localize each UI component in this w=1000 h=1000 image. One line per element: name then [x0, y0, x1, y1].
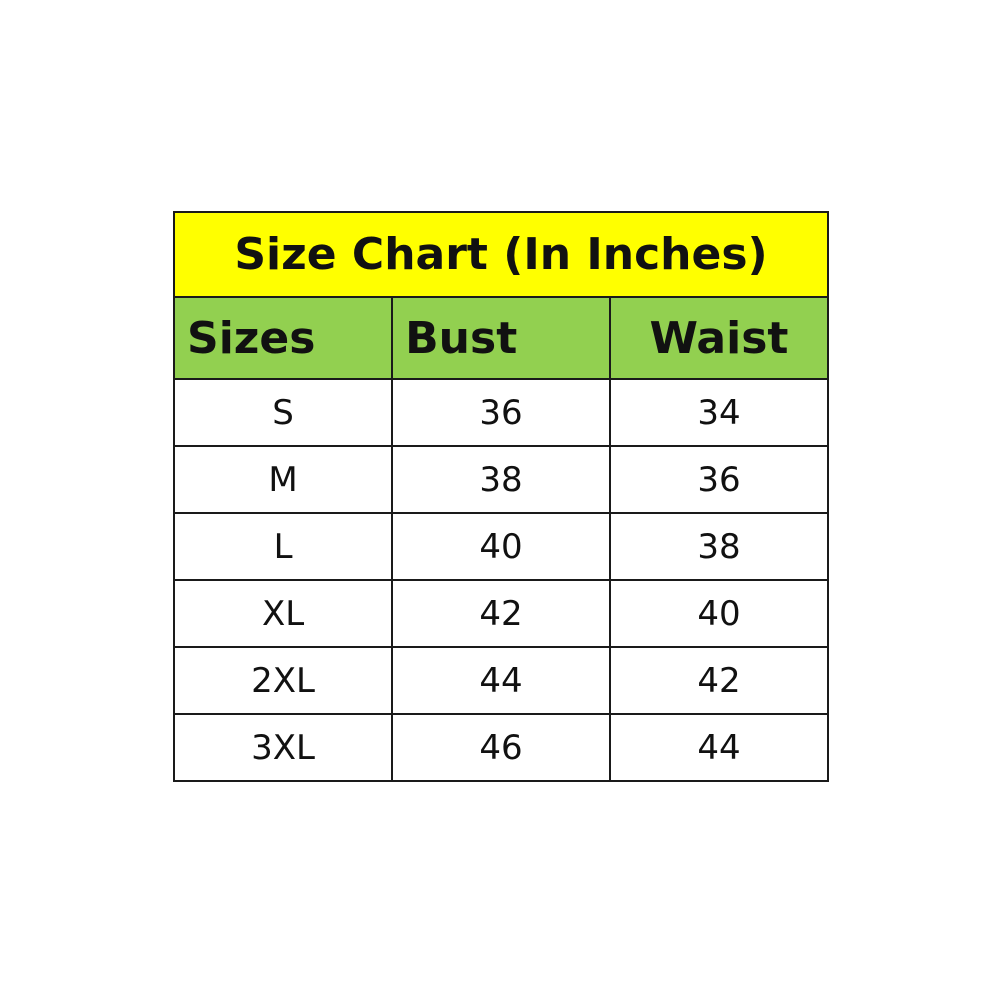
- table-row: XL 42 40: [172, 579, 830, 648]
- header-waist: Waist: [608, 296, 830, 380]
- bust-cell: 42: [391, 579, 611, 648]
- bust-cell: 40: [391, 512, 611, 581]
- table-row: 2XL 44 42: [172, 646, 830, 715]
- table-title: Size Chart (In Inches): [173, 211, 829, 298]
- title-row: Size Chart (In Inches): [173, 211, 829, 298]
- header-bust: Bust: [391, 296, 611, 380]
- waist-cell: 44: [608, 713, 830, 782]
- waist-cell: 34: [608, 378, 830, 447]
- header-sizes: Sizes: [172, 296, 394, 380]
- bust-cell: 38: [391, 445, 611, 514]
- waist-cell: 36: [608, 445, 830, 514]
- size-cell: 2XL: [172, 646, 394, 715]
- table-row: L 40 38: [172, 512, 830, 581]
- waist-cell: 40: [608, 579, 830, 648]
- size-cell: M: [172, 445, 394, 514]
- header-row: Sizes Bust Waist: [172, 296, 830, 380]
- size-cell: L: [172, 512, 394, 581]
- size-chart-table: Size Chart (In Inches) Sizes Bust Waist …: [172, 211, 830, 782]
- size-cell: 3XL: [172, 713, 394, 782]
- table-row: 3XL 46 44: [172, 713, 830, 782]
- table-row: M 38 36: [172, 445, 830, 514]
- bust-cell: 46: [391, 713, 611, 782]
- bust-cell: 36: [391, 378, 611, 447]
- size-cell: S: [172, 378, 394, 447]
- waist-cell: 38: [608, 512, 830, 581]
- bust-cell: 44: [391, 646, 611, 715]
- table-row: S 36 34: [172, 378, 830, 447]
- size-cell: XL: [172, 579, 394, 648]
- waist-cell: 42: [608, 646, 830, 715]
